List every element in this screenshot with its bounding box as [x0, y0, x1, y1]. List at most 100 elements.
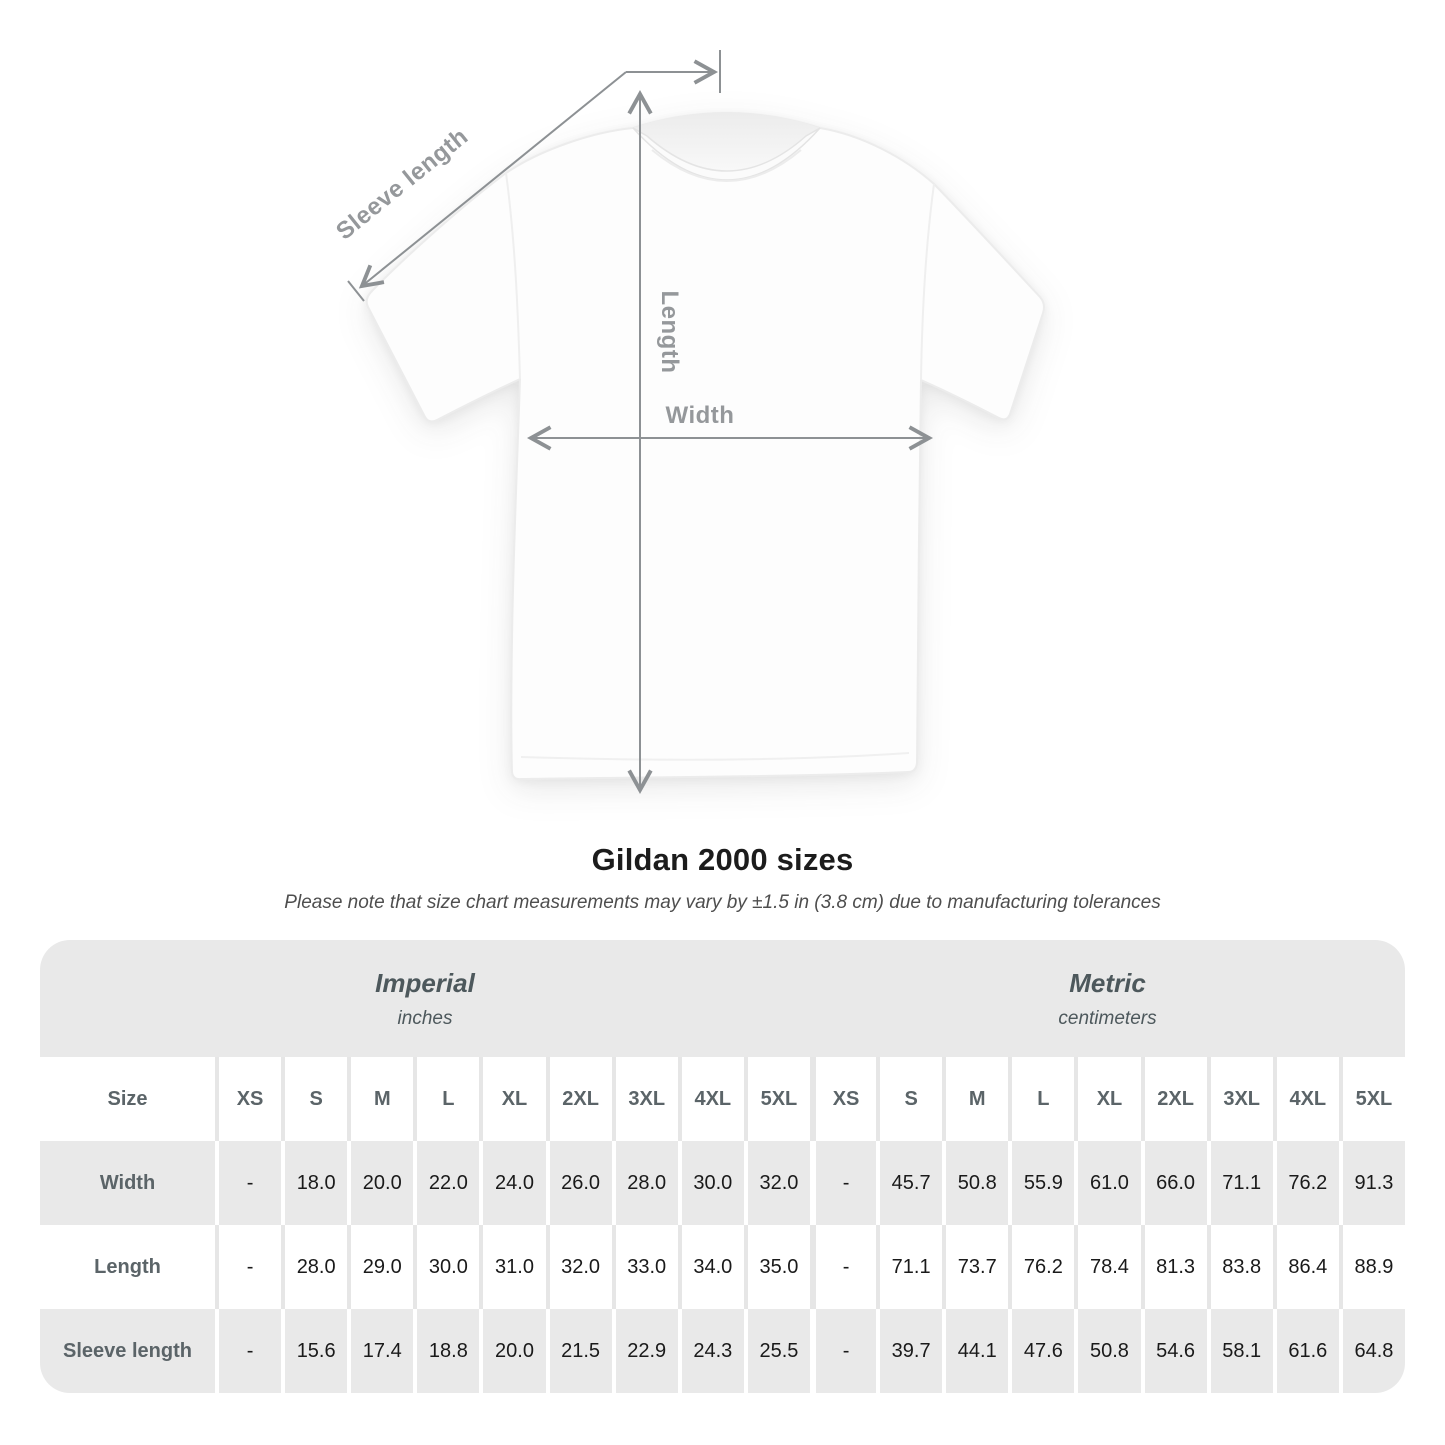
value-cell: 34.0: [677, 1225, 744, 1309]
page-title: Gildan 2000 sizes: [591, 842, 854, 877]
sleeve-length-arrow: [347, 50, 721, 302]
size-col-metric-l: L: [1008, 1057, 1075, 1141]
size-col-metric-4xl: 4XL: [1272, 1057, 1339, 1141]
unit-band-row: Imperial inches Metric centimeters: [40, 940, 1405, 1057]
value-cell: 78.4: [1074, 1225, 1141, 1309]
value-cell: 22.0: [413, 1141, 480, 1225]
measurement-row-sleeve-length: Sleeve length -15.6 17.4 18.8 20.0 21.5 22.9 24…: [40, 1309, 1405, 1393]
size-col-imperial-5xl: 5XL: [743, 1057, 810, 1141]
value-cell: 30.0: [413, 1225, 480, 1309]
value-cell: 47.6: [1008, 1309, 1075, 1393]
tshirt-measurement-diagram: Sleeve length Length Width: [331, 50, 1045, 795]
sleeve-length-start-tick: [347, 280, 365, 302]
value-cell: 18.8: [413, 1309, 480, 1393]
row-label: Sleeve length: [40, 1309, 215, 1393]
value-cell: 39.7: [876, 1309, 943, 1393]
size-column-header: Size: [40, 1057, 215, 1141]
value-cell: -: [215, 1225, 282, 1309]
value-cell: 32.0: [545, 1225, 612, 1309]
tshirt-diagram-svg: Sleeve length Length Width: [331, 50, 1045, 795]
measurement-row-length: Length -28.0 29.0 30.0 31.0 32.0 33.0 34.0 35.0-…: [40, 1225, 1405, 1309]
value-cell: 32.0: [743, 1141, 810, 1225]
tshirt-collar-band: [632, 127, 821, 181]
value-cell: 61.0: [1074, 1141, 1141, 1225]
value-cell: 44.1: [942, 1309, 1009, 1393]
imperial-section-unit: inches: [397, 1007, 453, 1029]
value-cell: 26.0: [545, 1141, 612, 1225]
value-cell: 29.0: [347, 1225, 414, 1309]
value-cell: 61.6: [1272, 1309, 1339, 1393]
value-cell: -: [215, 1141, 282, 1225]
value-cell: 25.5: [743, 1309, 810, 1393]
size-col-imperial-xs: XS: [215, 1057, 282, 1141]
value-cell: 33.0: [611, 1225, 678, 1309]
size-table-body: Width -18.0 20.0 22.0 24.0 26.0 28.0 30.0 32.0-4…: [40, 1141, 1405, 1393]
value-cell: 81.3: [1140, 1225, 1207, 1309]
tolerance-note: Please note that size chart measurements…: [284, 892, 1161, 913]
value-cell: 50.8: [1074, 1309, 1141, 1393]
size-col-metric-2xl: 2XL: [1140, 1057, 1207, 1141]
tshirt-body: [365, 112, 1045, 781]
value-cell: 64.8: [1338, 1309, 1405, 1393]
value-cell: 45.7: [876, 1141, 943, 1225]
size-table: Imperial inches Metric centimeters Size …: [40, 940, 1405, 1393]
value-cell: 22.9: [611, 1309, 678, 1393]
value-cell: 21.5: [545, 1309, 612, 1393]
tshirt-left-sleeve-seam: [505, 172, 521, 380]
size-col-metric-s: S: [876, 1057, 943, 1141]
size-col-imperial-m: M: [347, 1057, 414, 1141]
value-cell: 76.2: [1272, 1141, 1339, 1225]
value-cell: -: [809, 1141, 877, 1225]
value-cell: 20.0: [479, 1309, 546, 1393]
size-table-head: Imperial inches Metric centimeters Size …: [40, 940, 1405, 1141]
value-cell: 88.9: [1338, 1225, 1405, 1309]
value-cell: -: [809, 1309, 877, 1393]
value-cell: 31.0: [479, 1225, 546, 1309]
size-col-metric-m: M: [942, 1057, 1009, 1141]
width-label: Width: [666, 402, 735, 429]
length-label: Length: [656, 291, 683, 374]
value-cell: -: [809, 1225, 877, 1309]
row-label: Length: [40, 1225, 215, 1309]
value-cell: 91.3: [1338, 1141, 1405, 1225]
value-cell: 86.4: [1272, 1225, 1339, 1309]
value-cell: 24.3: [677, 1309, 744, 1393]
value-cell: 76.2: [1008, 1225, 1075, 1309]
size-col-imperial-l: L: [413, 1057, 480, 1141]
value-cell: 71.1: [876, 1225, 943, 1309]
value-cell: 17.4: [347, 1309, 414, 1393]
value-cell: 71.1: [1206, 1141, 1273, 1225]
size-col-metric-3xl: 3XL: [1206, 1057, 1273, 1141]
value-cell: 73.7: [942, 1225, 1009, 1309]
value-cell: 28.0: [281, 1225, 348, 1309]
value-cell: 54.6: [1140, 1309, 1207, 1393]
imperial-section-title: Imperial: [375, 967, 475, 998]
measurement-row-width: Width -18.0 20.0 22.0 24.0 26.0 28.0 30.0 32.0-4…: [40, 1141, 1405, 1225]
value-cell: 83.8: [1206, 1225, 1273, 1309]
value-cell: 58.1: [1206, 1309, 1273, 1393]
tshirt-collar-stitch: [651, 149, 802, 182]
size-col-metric-xs: XS: [809, 1057, 877, 1141]
value-cell: 50.8: [942, 1141, 1009, 1225]
value-cell: 66.0: [1140, 1141, 1207, 1225]
metric-section-title: Metric: [1069, 967, 1146, 998]
size-col-metric-5xl: 5XL: [1338, 1057, 1405, 1141]
size-col-metric-xl: XL: [1074, 1057, 1141, 1141]
row-label: Width: [40, 1141, 215, 1225]
value-cell: 30.0: [677, 1141, 744, 1225]
value-cell: 28.0: [611, 1141, 678, 1225]
value-cell: -: [215, 1309, 282, 1393]
size-col-imperial-3xl: 3XL: [611, 1057, 678, 1141]
value-cell: 24.0: [479, 1141, 546, 1225]
size-col-imperial-4xl: 4XL: [677, 1057, 744, 1141]
value-cell: 18.0: [281, 1141, 348, 1225]
tshirt-right-sleeve-seam: [920, 183, 935, 381]
imperial-band: Imperial inches: [40, 940, 810, 1057]
metric-band: Metric centimeters: [809, 940, 1405, 1057]
value-cell: 20.0: [347, 1141, 414, 1225]
value-cell: 55.9: [1008, 1141, 1075, 1225]
value-cell: 35.0: [743, 1225, 810, 1309]
tshirt-hem-stitch: [520, 752, 910, 761]
size-header-row: Size XS S M L XL 2XL 3XL 4XL 5XL XS S M L XL 2XL 3XL 4XL…: [40, 1057, 1405, 1141]
tshirt-graphic: [365, 112, 1045, 781]
